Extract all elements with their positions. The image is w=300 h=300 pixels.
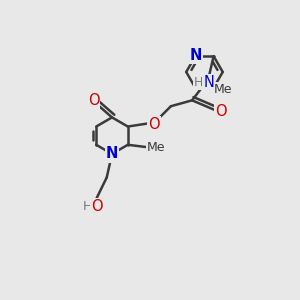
Text: Me: Me xyxy=(214,83,232,96)
Text: N: N xyxy=(203,75,214,90)
Text: O: O xyxy=(88,93,99,108)
Text: O: O xyxy=(91,200,103,214)
Text: Me: Me xyxy=(147,141,166,154)
Text: O: O xyxy=(215,104,226,119)
Text: H: H xyxy=(82,200,92,213)
Text: H: H xyxy=(194,76,204,89)
Text: N: N xyxy=(189,48,202,63)
Text: N: N xyxy=(106,146,118,161)
Text: O: O xyxy=(148,117,160,132)
